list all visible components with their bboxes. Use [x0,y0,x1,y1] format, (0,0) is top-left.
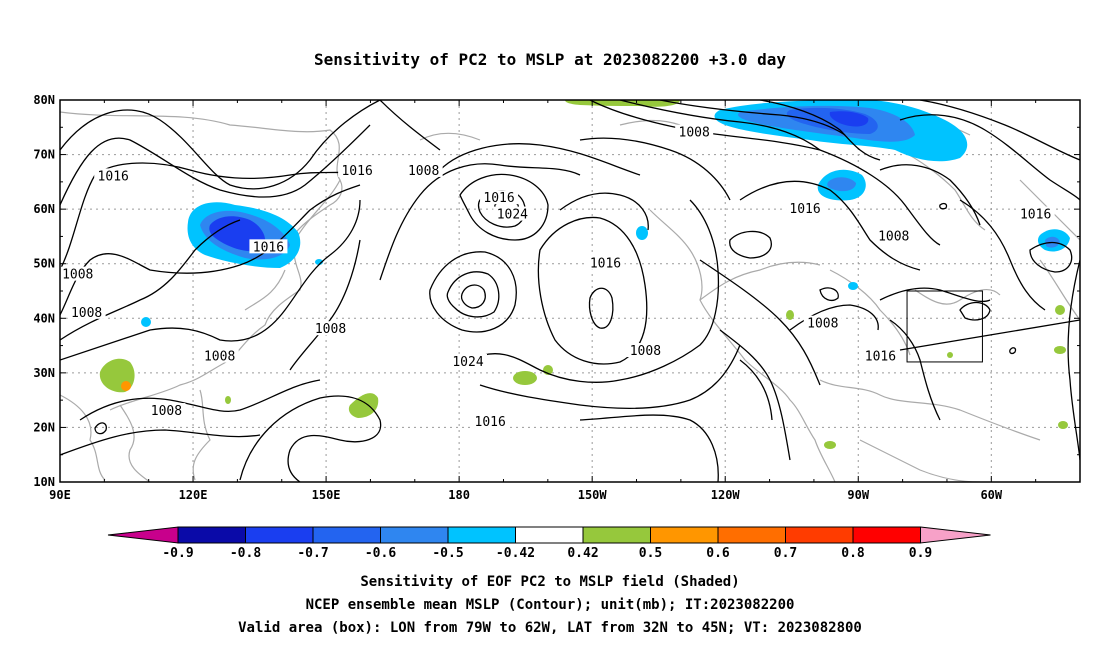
lat-label: 30N [33,366,55,380]
colorbar-tick-label: 0.7 [774,546,797,561]
contour-label: 1008 [311,321,350,337]
colorbar-bin [852,526,921,544]
svg-text:1008: 1008 [679,126,710,141]
valid-area-box [906,290,983,363]
svg-text:1016: 1016 [789,202,820,217]
contour-label: 1016 [471,413,510,430]
contour-label: 1016 [338,162,377,179]
svg-text:1016: 1016 [253,240,284,255]
lon-label: 90W [847,488,869,502]
contour-label: 1024 [493,206,532,223]
coastlines [60,108,1080,482]
contour-label: 1016 [861,348,900,364]
colorbar-tick-label: 0.42 [567,546,598,561]
lat-label: 80N [33,93,55,107]
contour-label: 1016 [786,201,825,217]
colorbar-labels: -0.9 -0.8 -0.7 -0.6 -0.5 -0.42 0.42 0.5 0.6 0.7 0.… [162,546,932,561]
lat-label: 40N [33,311,55,325]
contour-label: 1008 [147,403,186,419]
lon-label: 120W [711,488,741,502]
svg-text:1008: 1008 [151,404,182,419]
colorbar-bin [717,526,786,544]
contour-label: 1016 [94,168,133,184]
svg-text:1024: 1024 [497,208,528,223]
colorbar-tick-label: -0.7 [297,546,328,561]
svg-text:1016: 1016 [475,415,506,430]
contour-labels: 1016 1008 1008 1008 1008 1016 1016 1008 1016 1024… [60,124,1055,430]
colorbar-tick-label: -0.5 [432,546,463,561]
svg-text:1016: 1016 [590,257,621,272]
colorbar-tick-label: 0.5 [639,546,662,561]
lon-label: 150E [312,488,341,502]
contour-label: 1008 [803,315,842,332]
svg-text:1016: 1016 [1020,208,1051,223]
colorbar-bin [515,526,584,544]
svg-text:1008: 1008 [807,317,838,332]
contour-label: 1016 [1016,206,1055,223]
svg-text:1008: 1008 [630,344,661,359]
svg-text:1008: 1008 [204,349,235,364]
contour-label: 1008 [626,343,665,359]
lon-label: 150W [578,488,608,502]
longitude-labels: 90E 120E 150E 180 150W 120W 90W 60W [49,488,1003,502]
lat-label: 50N [33,257,55,271]
colorbar-tick-label: -0.6 [365,546,396,561]
svg-text:1008: 1008 [315,322,346,337]
lon-label: 90E [49,488,71,502]
lat-label: 20N [33,420,55,434]
svg-text:1016: 1016 [865,349,896,364]
contour-label: 1016 [480,190,519,206]
svg-text:1008: 1008 [62,268,93,283]
colorbar-high-tip [920,526,991,544]
contour-label: 1008 [200,348,239,364]
colorbar-bin [582,526,651,544]
colorbar-low-tip [107,526,179,544]
mslp-contours [60,100,1080,482]
colorbar-bin [312,526,381,544]
svg-text:1016: 1016 [483,191,514,206]
contour-label: 1008 [874,228,913,244]
svg-text:1024: 1024 [452,355,483,370]
svg-text:1016: 1016 [341,164,372,179]
colorbar-tick-label: -0.42 [496,546,535,561]
contour-label: 1024 [449,353,487,370]
colorbar-bin [447,526,516,544]
chart-title: Sensitivity of PC2 to MSLP at 2023082200… [313,50,786,69]
axis-ticks [59,99,1081,483]
svg-text:1008: 1008 [878,229,909,244]
svg-text:1008: 1008 [408,164,439,179]
caption-line-3: Valid area (box): LON from 79W to 62W, L… [238,620,862,636]
colorbar-bin [177,526,246,544]
lat-label: 10N [33,475,55,489]
lat-label: 60N [33,202,55,216]
contour-label: 1016 [586,255,625,272]
lon-label: 60W [980,488,1002,502]
colorbar-bin [785,526,854,544]
lon-label: 120E [179,488,208,502]
colorbar-bin [245,526,314,544]
colorbar-tick-label: 0.6 [706,546,730,561]
contour-label: 1008 [404,162,443,179]
contour-label: 1008 [60,266,97,283]
colorbar-bin [650,526,719,544]
svg-text:1008: 1008 [71,306,102,321]
colorbar-tick-label: -0.9 [162,546,193,561]
lat-label: 70N [33,148,55,162]
contour-label: 1008 [67,304,106,321]
colorbar-tick-label: 0.9 [909,546,932,561]
lon-label: 180 [448,488,470,502]
contour-label: 1016 [249,239,288,255]
svg-text:1016: 1016 [98,169,129,184]
map-plot-area: 1016 1008 1008 1008 1008 1016 1016 1008 1016 1024… [60,100,1080,482]
colorbar-bin [380,526,449,544]
contour-label: 1008 [675,124,714,141]
caption-line-2: NCEP ensemble mean MSLP (Contour); unit(… [305,597,795,613]
colorbar-tick-label: -0.8 [230,546,261,561]
colorbar [107,526,991,544]
caption-line-1: Sensitivity of EOF PC2 to MSLP field (Sh… [360,574,740,590]
latitude-labels: 80N 70N 60N 50N 40N 30N 20N 10N [33,93,55,489]
colorbar-tick-label: 0.8 [841,546,865,561]
